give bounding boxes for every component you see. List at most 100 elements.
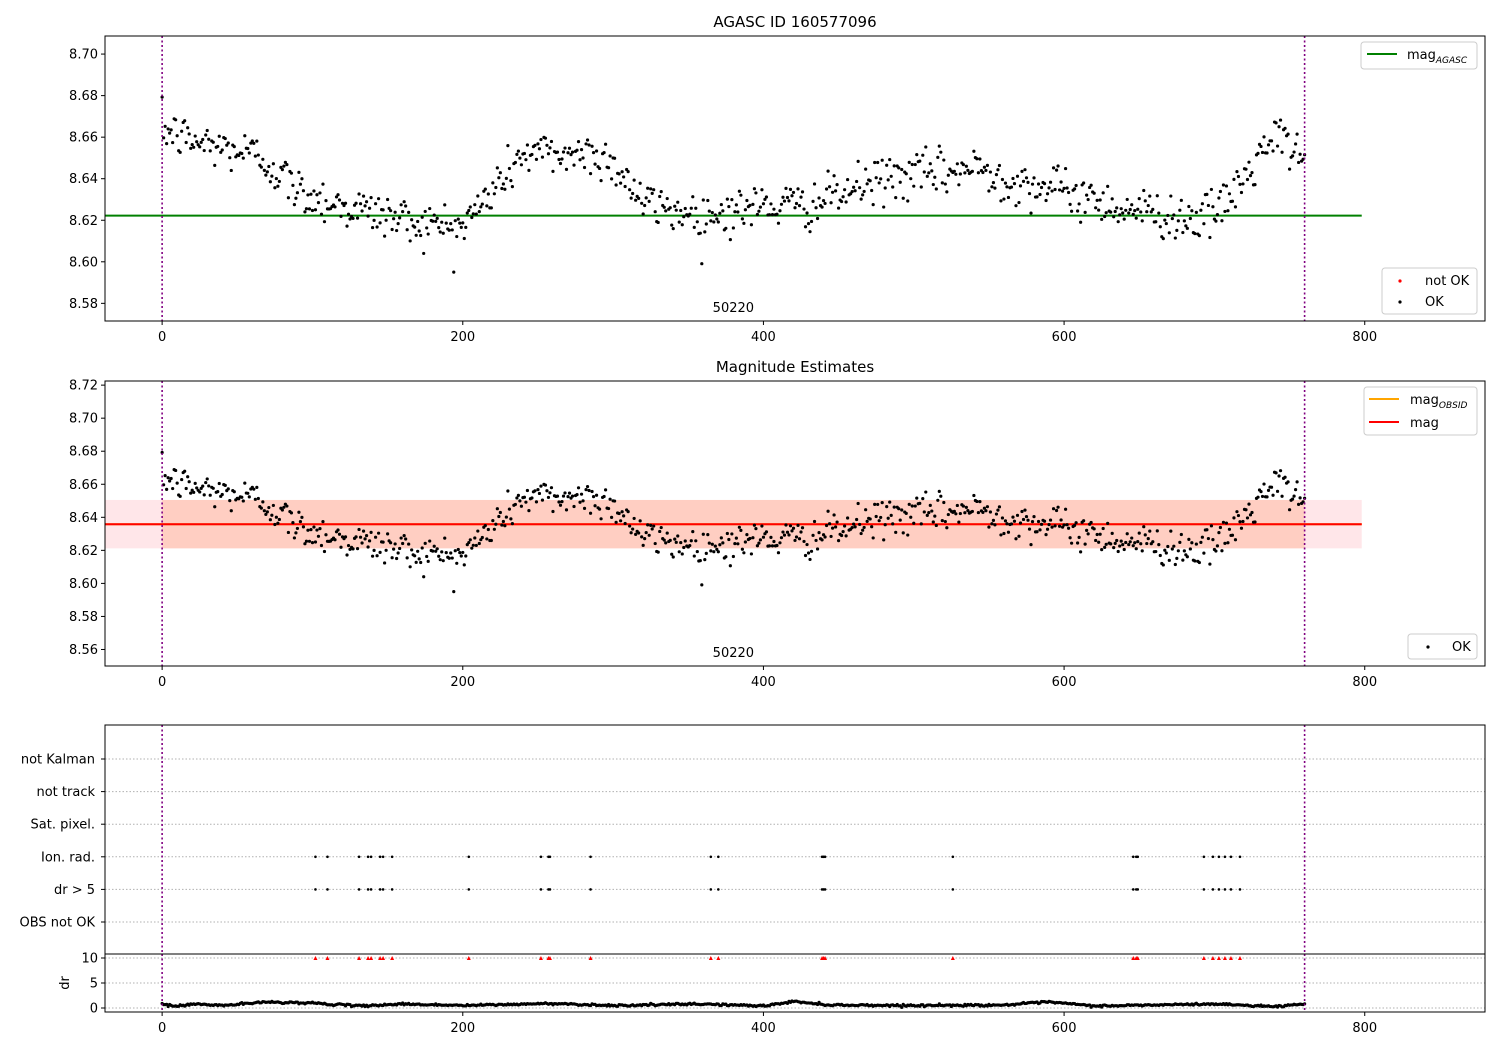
data-point (1292, 494, 1296, 498)
data-point (467, 208, 471, 213)
data-point (889, 174, 893, 178)
data-point (775, 212, 779, 216)
data-point (755, 212, 760, 217)
data-point (555, 494, 560, 498)
data-point (396, 222, 400, 226)
data-point (800, 190, 805, 194)
data-point (253, 497, 257, 501)
data-point (791, 190, 796, 195)
data-point (228, 156, 232, 160)
data-point (1146, 537, 1150, 541)
data-point (339, 545, 343, 549)
data-point (516, 493, 521, 497)
data-point (1211, 205, 1215, 209)
data-point (1068, 202, 1072, 206)
data-point (1236, 174, 1241, 179)
data-point (921, 153, 925, 157)
data-point (495, 166, 499, 170)
data-point (1095, 532, 1099, 537)
dr-clipped-marker (366, 956, 371, 960)
data-point (779, 202, 784, 206)
data-point (417, 557, 421, 561)
data-point (610, 515, 614, 520)
data-point (405, 556, 409, 560)
data-point (1018, 184, 1023, 188)
data-point (354, 201, 358, 205)
data-point (247, 495, 251, 499)
data-point (1116, 549, 1120, 554)
data-point (220, 148, 224, 152)
data-point (1131, 212, 1135, 216)
data-point (594, 493, 599, 497)
data-point (921, 497, 925, 501)
data-point (952, 169, 956, 173)
data-point (492, 527, 496, 531)
y-tick-label: 8.64 (69, 172, 98, 187)
data-point (404, 537, 408, 541)
data-point (1230, 199, 1235, 203)
data-point (318, 527, 322, 531)
data-point (579, 148, 584, 152)
data-point (398, 546, 402, 551)
data-point (1148, 194, 1152, 198)
data-point (617, 511, 621, 516)
panel-dr-ylabel: dr (58, 976, 73, 990)
data-point (193, 481, 197, 485)
data-point (399, 203, 403, 207)
data-point (861, 528, 865, 532)
flag-point (467, 855, 471, 859)
data-point (1066, 190, 1071, 195)
data-point (313, 208, 318, 212)
data-point (1209, 524, 1214, 528)
data-point (936, 155, 940, 159)
data-point (1194, 542, 1198, 546)
data-point (701, 198, 705, 202)
data-point (358, 202, 363, 206)
data-point (378, 221, 382, 225)
data-point (384, 548, 388, 552)
data-point (811, 533, 815, 537)
data-point (570, 150, 575, 154)
data-point (939, 494, 943, 498)
data-point (641, 212, 645, 216)
panel-agasc-legend-lower: not OK OK (1381, 267, 1478, 315)
data-point (1122, 547, 1126, 552)
flag-point (366, 855, 370, 859)
flag-point (326, 888, 329, 891)
data-point (731, 226, 735, 230)
data-point (476, 194, 480, 198)
data-point (265, 170, 269, 174)
data-point (489, 538, 493, 543)
data-point (743, 540, 747, 544)
data-point (1119, 539, 1123, 543)
data-point (826, 509, 830, 513)
data-point (367, 206, 372, 210)
data-point (428, 206, 432, 211)
data-point (195, 140, 199, 144)
data-point (1173, 236, 1177, 240)
data-point (543, 136, 548, 140)
data-point (1164, 551, 1168, 555)
data-point (413, 554, 417, 558)
data-point (784, 523, 788, 527)
data-point (513, 160, 517, 165)
data-point (396, 551, 400, 555)
data-point (220, 492, 224, 497)
dr-clipped-marker (369, 956, 374, 960)
data-point (1266, 488, 1271, 492)
data-point (591, 151, 596, 155)
data-point (474, 212, 478, 216)
data-point (435, 216, 439, 220)
data-point (791, 526, 796, 530)
data-point (399, 536, 403, 540)
data-point (440, 220, 444, 224)
data-point (790, 529, 794, 533)
data-point (1253, 183, 1257, 187)
data-point (336, 528, 340, 532)
data-point (990, 522, 994, 526)
data-point (653, 541, 657, 546)
data-point (414, 560, 418, 564)
data-point (1047, 522, 1051, 527)
y-tick-label: 8.58 (69, 610, 98, 625)
data-point (243, 481, 247, 485)
